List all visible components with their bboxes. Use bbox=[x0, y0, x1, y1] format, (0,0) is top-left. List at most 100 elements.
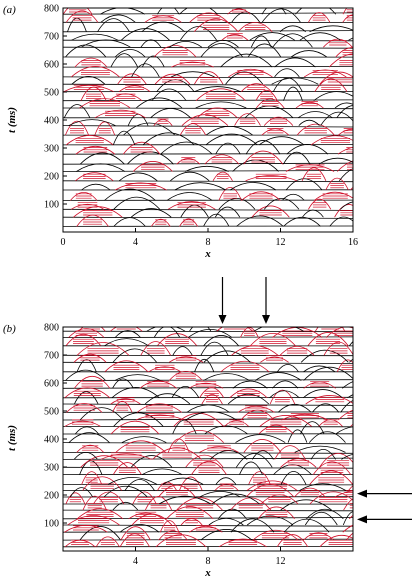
contour-line bbox=[63, 336, 353, 338]
contour-arc bbox=[103, 485, 148, 498]
contour-arc bbox=[118, 172, 158, 182]
contour-arc bbox=[142, 468, 183, 475]
contour-arc bbox=[214, 206, 241, 218]
down-arrow-head bbox=[218, 315, 227, 324]
contour-arc bbox=[100, 14, 136, 23]
contour-arc bbox=[231, 11, 261, 23]
contour-arc bbox=[63, 104, 91, 118]
contour-arc bbox=[76, 359, 97, 372]
red-contour-arc bbox=[158, 530, 188, 541]
contour-arc bbox=[349, 358, 353, 363]
red-contour-arc bbox=[250, 332, 296, 347]
contour-arc bbox=[189, 327, 212, 332]
red-contour-arc bbox=[112, 462, 142, 475]
red-contour-arc bbox=[180, 518, 203, 526]
contour-arc bbox=[349, 341, 353, 347]
contour-arc bbox=[179, 8, 218, 15]
contour-arc bbox=[348, 37, 353, 41]
contour-arc bbox=[150, 108, 191, 119]
contour-arc bbox=[127, 113, 149, 126]
red-contour-arc bbox=[80, 455, 128, 468]
contour-arc bbox=[112, 348, 157, 363]
contour-arc bbox=[205, 133, 258, 146]
contour-arc bbox=[340, 400, 353, 413]
red-contour-arc bbox=[303, 532, 334, 541]
y-tick-label: 200 bbox=[44, 491, 59, 502]
red-contour-arc bbox=[349, 514, 353, 520]
contour-arc bbox=[215, 142, 241, 155]
contour-arc bbox=[302, 209, 324, 218]
red-contour-arc bbox=[153, 119, 173, 126]
contour-arc bbox=[279, 25, 306, 33]
red-contour-arc bbox=[176, 497, 223, 511]
red-contour-arc bbox=[66, 403, 103, 413]
contour-arc bbox=[263, 198, 300, 210]
red-contour-arc bbox=[76, 342, 130, 356]
contour-arc bbox=[151, 88, 187, 101]
contour-arc bbox=[160, 141, 213, 155]
red-contour-arc bbox=[144, 496, 173, 511]
contour-line bbox=[63, 442, 353, 445]
red-contour-arc bbox=[337, 409, 353, 421]
contour-arc bbox=[203, 335, 239, 347]
red-contour-arc bbox=[117, 73, 147, 85]
contour-arc bbox=[283, 216, 321, 227]
red-contour-arc bbox=[280, 458, 317, 468]
left-arrow-head bbox=[357, 489, 367, 498]
red-contour-arc bbox=[257, 506, 295, 520]
contour-arc bbox=[74, 426, 100, 435]
contour-line bbox=[63, 180, 353, 183]
red-contour-arc bbox=[245, 175, 297, 182]
red-contour-arc bbox=[63, 8, 93, 15]
red-contour-arc bbox=[179, 476, 203, 491]
contour-arc bbox=[114, 49, 146, 58]
contour-arc bbox=[71, 76, 106, 85]
contour-arc bbox=[232, 380, 268, 389]
red-contour-arc bbox=[122, 141, 161, 155]
red-contour-arc bbox=[185, 454, 224, 468]
contour-arc bbox=[334, 102, 353, 109]
red-contour-arc bbox=[243, 439, 282, 453]
red-contour-arc bbox=[131, 513, 173, 526]
red-contour-arc bbox=[323, 341, 353, 356]
red-contour-arc bbox=[64, 539, 96, 548]
panel-a-xlabel: x bbox=[204, 248, 211, 260]
red-contour-arc bbox=[343, 498, 353, 511]
red-contour-arc bbox=[74, 57, 108, 68]
contour-arc bbox=[286, 144, 329, 155]
left-arrow-head bbox=[357, 515, 367, 524]
red-contour-arc bbox=[74, 375, 111, 389]
contour-arc bbox=[112, 501, 139, 511]
red-contour-arc bbox=[309, 470, 353, 485]
red-contour-arc bbox=[110, 398, 141, 405]
contour-arc bbox=[65, 369, 106, 381]
red-contour-arc bbox=[67, 515, 120, 526]
red-contour-arc bbox=[176, 158, 201, 165]
contour-arc bbox=[112, 378, 134, 389]
red-contour-arc bbox=[303, 69, 347, 78]
y-tick-label: 600 bbox=[44, 379, 59, 390]
red-contour-arc bbox=[295, 101, 324, 109]
red-contour-arc bbox=[259, 415, 312, 427]
red-contour-arc bbox=[81, 471, 103, 485]
contour-arc bbox=[303, 365, 336, 373]
contour-arc bbox=[119, 523, 160, 533]
red-contour-arc bbox=[319, 71, 353, 85]
contour-line bbox=[63, 170, 353, 172]
contour-arc bbox=[156, 8, 180, 15]
red-contour-arc bbox=[228, 68, 273, 78]
y-tick-label: 700 bbox=[44, 351, 59, 362]
contour-arc bbox=[298, 119, 320, 126]
red-contour-arc bbox=[115, 440, 166, 453]
red-contour-arc bbox=[216, 327, 254, 332]
contour-arc bbox=[68, 432, 110, 443]
red-contour-arc bbox=[204, 154, 240, 165]
red-contour-arc bbox=[231, 345, 279, 356]
red-contour-arc bbox=[132, 491, 157, 505]
red-contour-arc bbox=[237, 405, 275, 413]
contour-arc bbox=[69, 487, 94, 498]
contour-arc bbox=[110, 53, 139, 68]
red-contour-arc bbox=[78, 327, 106, 332]
x-tick-label: 12 bbox=[276, 237, 286, 248]
